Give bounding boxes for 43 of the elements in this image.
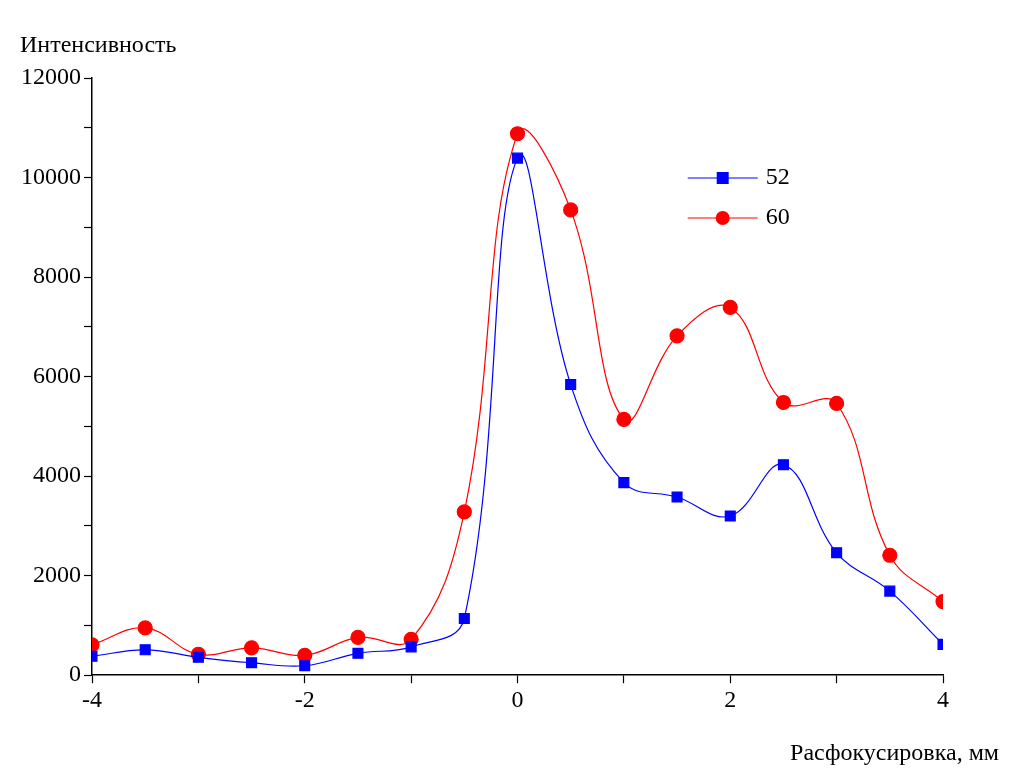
y-tick-label: 8000 <box>33 262 81 289</box>
legend-label: 52 <box>765 163 790 190</box>
x-tick-label: 0 <box>511 685 524 712</box>
point <box>616 411 632 427</box>
y-tick-label: 0 <box>69 660 81 687</box>
point <box>882 547 898 563</box>
point <box>352 647 364 659</box>
point <box>669 328 685 344</box>
point <box>563 202 579 218</box>
point <box>192 651 204 663</box>
y-tick-label: 10000 <box>21 162 81 189</box>
point <box>724 510 736 522</box>
point <box>137 620 153 636</box>
x-tick-label: 2 <box>724 685 737 712</box>
point <box>243 640 260 656</box>
point <box>509 126 526 142</box>
point <box>511 152 524 164</box>
y-axis-title: Интенсивность <box>20 31 177 58</box>
y-tick-label: 4000 <box>33 461 81 488</box>
point <box>829 395 845 412</box>
point <box>405 641 417 653</box>
point <box>458 612 470 625</box>
x-tick-label: -4 <box>82 685 102 712</box>
x-axis-title: Расфокусировка, мм <box>790 739 999 766</box>
point <box>456 504 472 520</box>
x-tick-label: -2 <box>294 685 315 712</box>
point <box>722 299 738 316</box>
point <box>299 660 311 672</box>
point <box>618 477 630 489</box>
y-tick-label: 12000 <box>21 63 81 90</box>
point <box>884 585 896 597</box>
y-tick-label: 2000 <box>33 560 81 587</box>
point <box>777 459 789 471</box>
x-tick-label: 4 <box>937 685 949 712</box>
point <box>565 379 577 391</box>
point <box>139 644 151 656</box>
point <box>831 547 843 559</box>
y-tick-label: 6000 <box>33 361 81 388</box>
point <box>350 629 366 645</box>
point <box>775 394 792 411</box>
point <box>671 491 683 503</box>
legend-label: 60 <box>765 203 790 230</box>
point <box>246 657 258 669</box>
